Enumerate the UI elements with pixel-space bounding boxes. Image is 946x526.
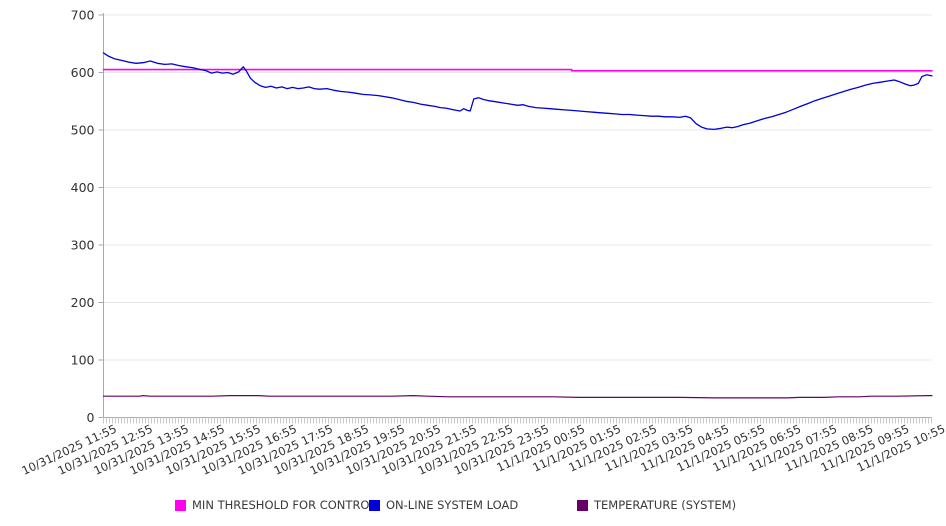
legend-item-0[interactable]: MIN THRESHOLD FOR CONTROL (175, 498, 376, 512)
legend-swatch-icon (369, 499, 380, 511)
y-axis-label: 400 (71, 180, 95, 195)
legend-swatch-icon (577, 499, 588, 511)
legend-label: MIN THRESHOLD FOR CONTROL (192, 498, 376, 512)
y-axis-label: 0 (87, 410, 95, 425)
series-line-1 (102, 52, 933, 131)
x-minor-ticks (103, 417, 932, 424)
series-line-2 (102, 395, 933, 399)
legend-swatch-icon (175, 499, 186, 511)
y-axis-label: 500 (71, 123, 95, 138)
legend-item-1[interactable]: ON-LINE SYSTEM LOAD (369, 498, 518, 512)
legend-label: ON-LINE SYSTEM LOAD (386, 498, 519, 512)
y-axis-label: 600 (71, 65, 95, 80)
chart-legend: MIN THRESHOLD FOR CONTROL ON-LINE SYSTEM … (0, 496, 946, 518)
legend-label: TEMPERATURE (SYSTEM) (594, 498, 737, 512)
y-axis-label: 300 (71, 238, 95, 253)
legend-item-2[interactable]: TEMPERATURE (SYSTEM) (577, 498, 736, 512)
y-axis-label: 200 (71, 295, 95, 310)
y-axis-label: 100 (71, 353, 95, 368)
y-axis-label: 700 (71, 8, 95, 23)
series-line-0 (102, 68, 933, 72)
